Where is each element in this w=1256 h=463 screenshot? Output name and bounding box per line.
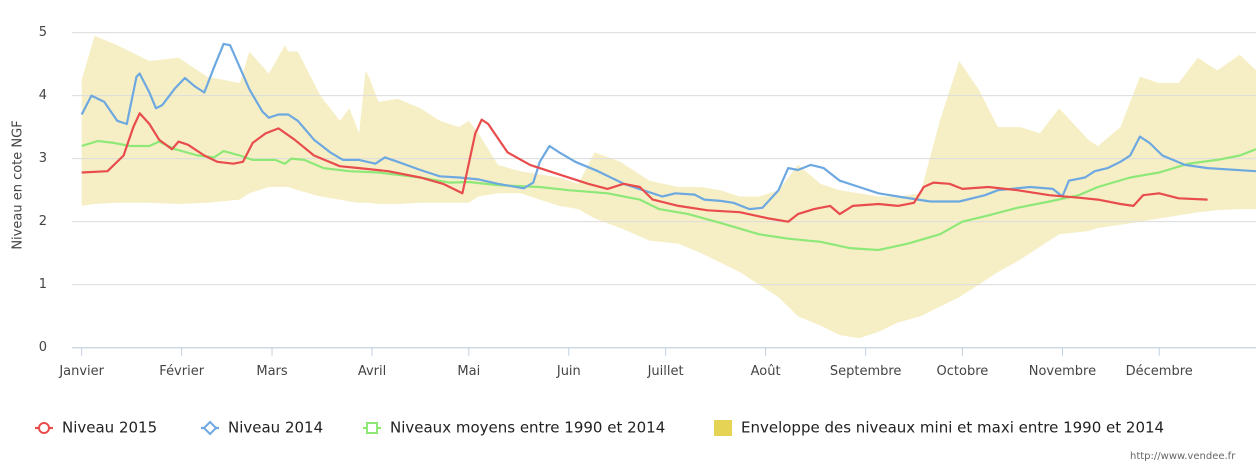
legend-label: Niveau 2015	[62, 419, 157, 437]
x-tick-label: Novembre	[1029, 364, 1096, 379]
legend-item[interactable]: Niveaux moyens entre 1990 et 2014	[363, 419, 665, 437]
legend-item[interactable]: Niveau 2015	[35, 419, 157, 437]
envelope-area	[81, 35, 1256, 339]
x-tick-label: Juillet	[647, 364, 684, 379]
legend-label: Niveaux moyens entre 1990 et 2014	[390, 419, 665, 437]
y-tick-label: 4	[39, 88, 47, 103]
y-tick-label: 3	[39, 151, 47, 166]
x-tick-label: Octobre	[937, 364, 989, 379]
y-tick-label: 5	[39, 25, 47, 40]
x-tick-label: Décembre	[1126, 364, 1193, 379]
legend-swatch	[714, 420, 732, 436]
series-line	[81, 112, 1208, 223]
credit: http://www.vendee.fr	[1130, 451, 1236, 462]
x-tick-label: Mars	[256, 364, 288, 379]
legend-marker	[202, 420, 218, 436]
legend-label: Enveloppe des niveaux mini et maxi entre…	[741, 419, 1164, 437]
series-line	[80, 42, 1256, 211]
x-tick-label: Août	[751, 364, 781, 379]
legend-label: Niveau 2014	[228, 419, 323, 437]
legend-marker	[38, 422, 50, 434]
series-line	[81, 139, 1256, 252]
x-tick-label: Septembre	[830, 364, 902, 379]
y-tick-label: 2	[39, 214, 47, 229]
x-tick-label: Février	[159, 364, 204, 379]
x-tick-label: Avril	[358, 364, 386, 379]
x-tick-label: Mai	[457, 364, 480, 379]
legend-item[interactable]: Niveau 2014	[201, 419, 323, 437]
x-tick-label: Janvier	[58, 364, 104, 379]
y-axis-title: Niveau en cote NGF	[11, 120, 26, 249]
x-tick-label: Juin	[556, 364, 581, 379]
y-tick-label: 1	[39, 277, 47, 292]
legend-item[interactable]: Enveloppe des niveaux mini et maxi entre…	[714, 419, 1164, 437]
y-tick-label: 0	[39, 340, 47, 355]
legend-marker	[366, 422, 378, 434]
